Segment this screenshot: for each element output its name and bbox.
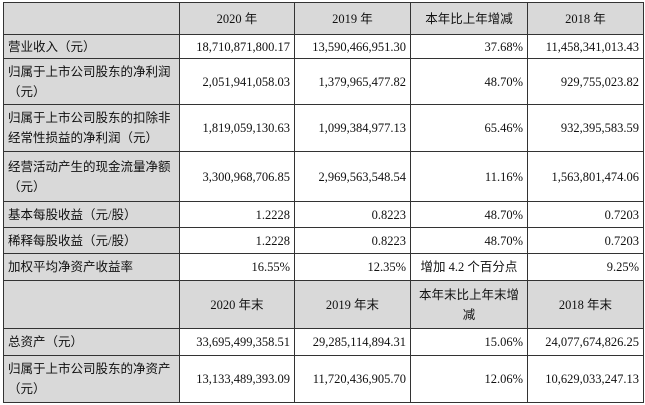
- table-cell: 1,563,801,474.06: [527, 151, 644, 202]
- table-row: 归属于上市公司股东的净资产（元） 13,133,489,393.09 11,720,…: [3, 355, 644, 403]
- header-row: 2020 年 2019 年本年比上年增减 2018 年: [3, 2, 644, 35]
- row-label: 营业收入（元）: [3, 34, 180, 59]
- column-header: 2019 年末: [294, 280, 411, 329]
- table-cell: 12.06%: [410, 355, 528, 403]
- column-header: [3, 2, 180, 35]
- table-cell: 0.8223: [294, 227, 411, 254]
- table-cell: 11.16%: [410, 151, 528, 202]
- table-row: 加权平均净资产收益率 16.55% 12.35% 增加 4.2 个百分点 9.25%: [3, 253, 644, 281]
- column-header: 2018 年末: [527, 280, 644, 329]
- table-cell: 0.8223: [294, 201, 411, 228]
- column-header: 本年末比上年末增减: [410, 280, 528, 329]
- table-cell: 29,285,114,894.31: [294, 328, 411, 356]
- row-label: 加权平均净资产收益率: [3, 253, 180, 281]
- table-cell: 18,710,871,800.17: [179, 34, 295, 59]
- column-header: [3, 280, 180, 329]
- table-cell: 10,629,033,247.13: [527, 355, 644, 403]
- row-label: 基本每股收益（元/股）: [3, 201, 180, 228]
- table-row: 归属于上市公司股东的净利润（元） 2,051,941,058.03 1,379,96…: [3, 58, 644, 105]
- table-cell: 929,755,023.82: [527, 58, 644, 105]
- column-header: 2020 年末: [179, 280, 295, 329]
- row-label: 经营活动产生的现金流量净额（元）: [3, 151, 180, 202]
- table-cell: 1,379,965,477.82: [294, 58, 411, 105]
- row-label: 总资产（元）: [3, 328, 180, 356]
- table-cell: 15.06%: [410, 328, 528, 356]
- table-cell: 48.70%: [410, 58, 528, 105]
- table-cell: 11,720,436,905.70: [294, 355, 411, 403]
- column-header: 2020 年: [179, 2, 295, 35]
- table-cell: 9.25%: [527, 253, 644, 281]
- table-row: 基本每股收益（元/股） 1.2228 0.8223 48.70% 0.7203: [3, 201, 644, 228]
- table-cell: 932,395,583.59: [527, 104, 644, 152]
- table-cell: 65.46%: [410, 104, 528, 152]
- table-cell: 1,099,384,977.13: [294, 104, 411, 152]
- table-cell: 33,695,499,358.51: [179, 328, 295, 356]
- column-header: 本年比上年增减: [410, 2, 528, 35]
- table-cell: 1.2228: [179, 227, 295, 254]
- table-cell: 0.7203: [527, 201, 644, 228]
- table-cell: 24,077,674,826.25: [527, 328, 644, 356]
- table-cell: 2,051,941,058.03: [179, 58, 295, 105]
- table-cell: 37.68%: [410, 34, 528, 59]
- table-row: 总资产（元） 33,695,499,358.51 29,285,114,894.31…: [3, 328, 644, 356]
- header-row: 2020 年末 2019 年末 本年末比上年末增减 2018 年末: [3, 280, 644, 329]
- table-cell: 11,458,341,013.43: [527, 34, 644, 59]
- table-cell: 增加 4.2 个百分点: [410, 253, 528, 281]
- table-row: 归属于上市公司股东的扣除非经常性损益的净利润（元） 1,819,059,130.6…: [3, 104, 644, 152]
- table-cell: 12.35%: [294, 253, 411, 281]
- table-cell: 48.70%: [410, 201, 528, 228]
- column-header: 2019 年: [294, 2, 411, 35]
- table-cell: 3,300,968,706.85: [179, 151, 295, 202]
- table-cell: 2,969,563,548.54: [294, 151, 411, 202]
- row-label: 归属于上市公司股东的净利润（元）: [3, 58, 180, 105]
- table-row: 经营活动产生的现金流量净额（元） 3,300,968,706.85 2,969,56…: [3, 151, 644, 202]
- table-cell: 1.2228: [179, 201, 295, 228]
- row-label: 归属于上市公司股东的净资产（元）: [3, 355, 180, 403]
- row-label: 归属于上市公司股东的扣除非经常性损益的净利润（元）: [3, 104, 180, 152]
- table-cell: 16.55%: [179, 253, 295, 281]
- financial-summary-table: 2020 年 2019 年本年比上年增减 2018 年营业收入（元） 18,710,8…: [3, 2, 644, 403]
- table-cell: 1,819,059,130.63: [179, 104, 295, 152]
- row-label: 稀释每股收益（元/股）: [3, 227, 180, 254]
- table-cell: 13,133,489,393.09: [179, 355, 295, 403]
- table-cell: 0.7203: [527, 227, 644, 254]
- table-row: 稀释每股收益（元/股） 1.2228 0.8223 48.70% 0.7203: [3, 227, 644, 254]
- table-cell: 13,590,466,951.30: [294, 34, 411, 59]
- table-row: 营业收入（元） 18,710,871,800.17 13,590,466,951.3…: [3, 34, 644, 59]
- table-cell: 48.70%: [410, 227, 528, 254]
- column-header: 2018 年: [527, 2, 644, 35]
